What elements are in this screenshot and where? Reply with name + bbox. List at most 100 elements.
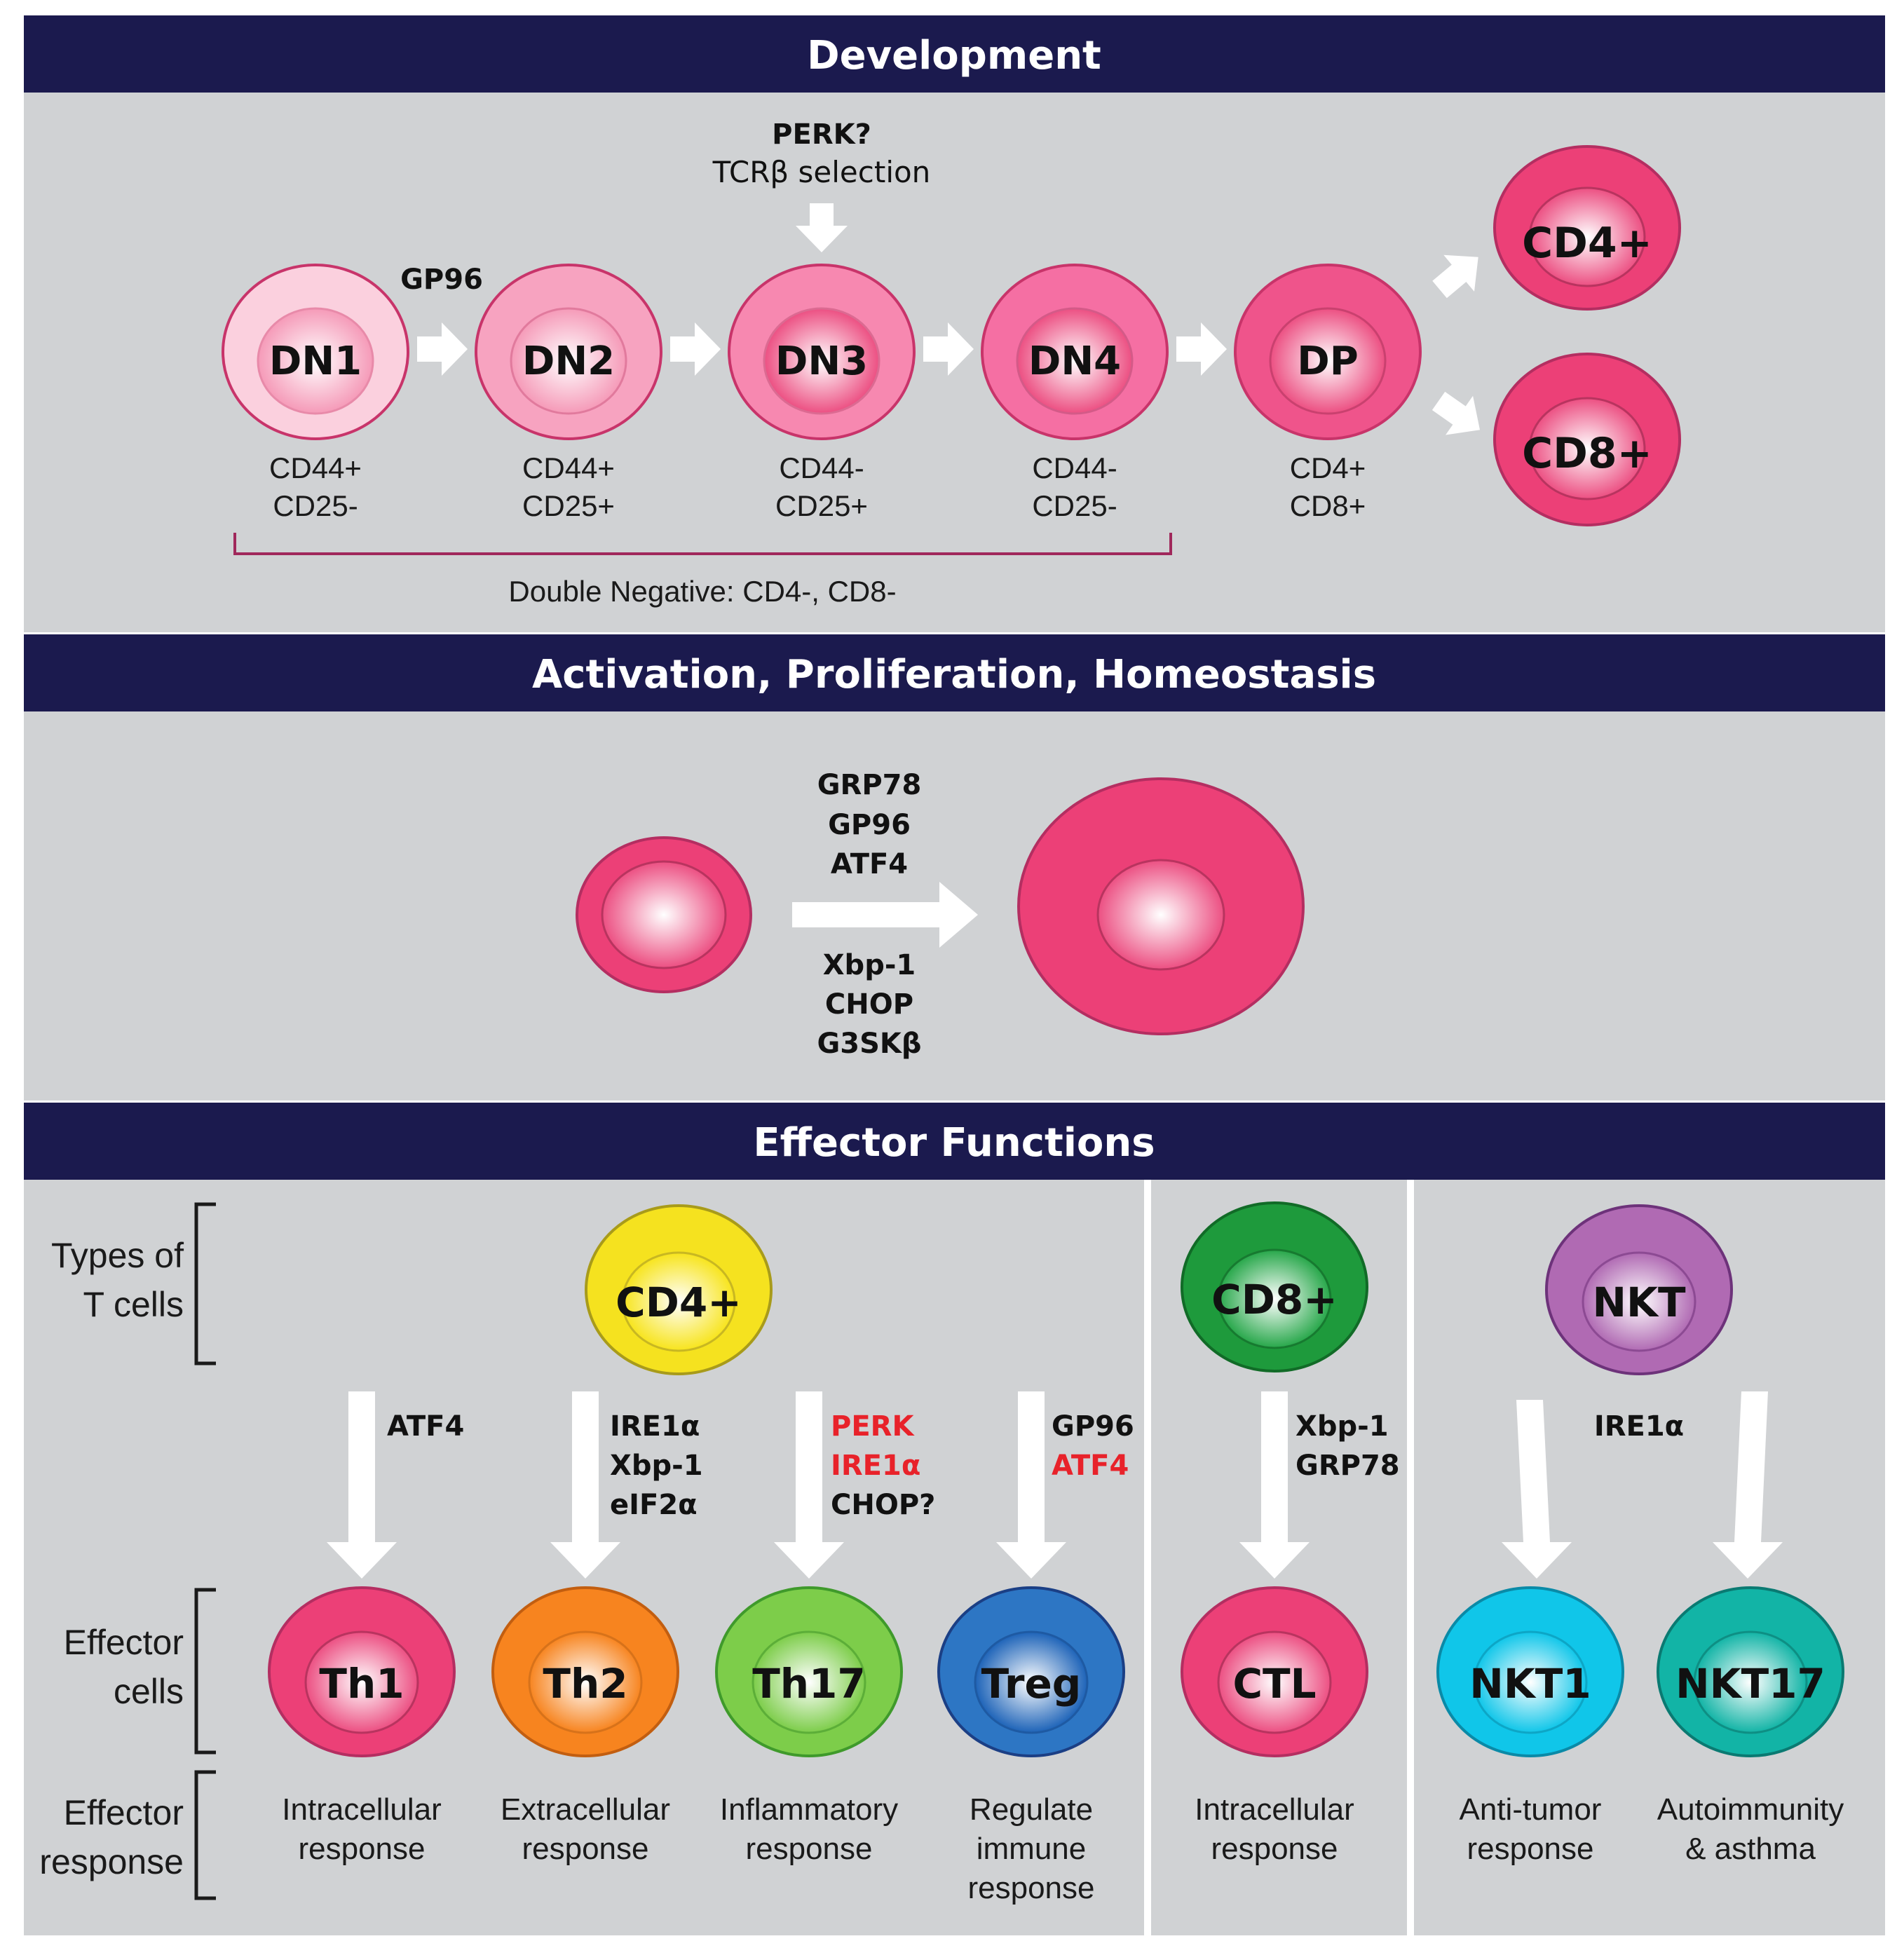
arrow-down-icon [796, 203, 848, 252]
response-text: response [298, 1832, 425, 1866]
dev-cell-dp: DP [1234, 264, 1422, 440]
cells-bracket [194, 1588, 216, 1755]
factor-text: CHOP [825, 988, 913, 1021]
arrow-down-icon [1502, 1400, 1572, 1579]
response-text: response [745, 1832, 872, 1866]
effector-response-label: response [39, 1842, 184, 1881]
double-negative-label: Double Negative: CD4-, CD8- [508, 575, 896, 608]
factor-text: Xbp-1 [1296, 1410, 1389, 1443]
effector-cell-treg: Treg [937, 1586, 1125, 1757]
effector-responses: Intracellular response Extracellular res… [282, 1792, 1844, 1905]
cell-label: NKT1 [1469, 1660, 1591, 1708]
effector-cells-label: cells [114, 1672, 184, 1711]
dev-cell-label: DP [1297, 339, 1359, 384]
arrow-down-icon [327, 1391, 397, 1579]
arrow-right-icon [670, 322, 721, 376]
cell-label: Th17 [752, 1660, 866, 1708]
cell-label: Th2 [543, 1660, 627, 1708]
arrow-down-icon [996, 1391, 1066, 1579]
development-title: Development [807, 33, 1101, 79]
marker-text: CD44- [779, 451, 864, 484]
parent-cell-cd8: CD8+ [1181, 1201, 1368, 1372]
arrow-right-icon [1176, 322, 1227, 376]
response-text: Intracellular [282, 1792, 441, 1827]
factor-text: GRP78 [1296, 1450, 1400, 1482]
small-t-cell [576, 836, 752, 993]
dev-cell-dn1: DN1 [222, 264, 409, 440]
arrow-down-icon [774, 1391, 844, 1579]
effector-divider-1 [1144, 1180, 1151, 1935]
dev-cell-label: CD8+ [1522, 429, 1652, 478]
arrow-right-icon [417, 322, 468, 376]
response-bracket [194, 1770, 216, 1900]
effector-cells-label: Effector [64, 1623, 184, 1662]
factor-text: IRE1α [831, 1450, 920, 1482]
response-text: Autoimmunity [1657, 1792, 1844, 1827]
parent-cell-cd4: CD4+ [585, 1204, 773, 1375]
arrow-down-icon [1713, 1391, 1783, 1579]
factor-text: eIF2α [610, 1489, 698, 1521]
parent-cell-nkt: NKT [1545, 1204, 1733, 1375]
marker-text: CD44+ [269, 451, 362, 484]
marker-text: CD4+ [1290, 451, 1366, 484]
development-header [24, 15, 1885, 93]
response-text: Regulate [970, 1792, 1093, 1827]
branch-factors: ATF4 IRE1α Xbp-1 eIF2α PERK IRE1α CHOP? … [387, 1410, 1684, 1521]
arrow-down-icon [550, 1391, 620, 1579]
marker-text: CD25- [1032, 489, 1117, 522]
arrow-down-icon [1239, 1391, 1310, 1579]
activation-header [24, 634, 1885, 711]
large-t-cell [1017, 777, 1305, 1035]
response-text: Extracellular [501, 1792, 670, 1827]
factor-text: ATF4 [1052, 1450, 1129, 1482]
dev-cell-cd8: CD8+ [1493, 353, 1681, 526]
double-negative-bracket [233, 533, 1172, 555]
arrow-right-icon [923, 322, 974, 376]
cell-label: NKT17 [1675, 1660, 1825, 1708]
marker-text: CD8+ [1290, 489, 1366, 522]
response-text: Inflammatory [720, 1792, 898, 1827]
effector-cell-th1: Th1 [268, 1586, 456, 1757]
response-text: Intracellular [1195, 1792, 1354, 1827]
factor-text: G3SKβ [817, 1028, 921, 1060]
types-label: T cells [83, 1285, 184, 1324]
arrow-up-right-icon [1432, 254, 1478, 299]
effector-cell-th2: Th2 [491, 1586, 679, 1757]
gp96-label: GP96 [400, 264, 483, 296]
effector-cell-nkt1: NKT1 [1436, 1586, 1624, 1757]
factor-text: GP96 [1052, 1410, 1134, 1443]
response-text: response [1211, 1832, 1338, 1866]
dev-cell-label: DN3 [775, 339, 868, 384]
types-bracket [194, 1202, 216, 1365]
response-text: response [1467, 1832, 1593, 1866]
marker-text: CD44+ [522, 451, 615, 484]
dev-cell-dn2: DN2 [475, 264, 662, 440]
dev-cell-dn3: DN3 [728, 264, 916, 440]
effector-cell-nkt17: NKT17 [1657, 1586, 1844, 1757]
dev-cell-cd4: CD4+ [1493, 145, 1681, 311]
cell-label: CD4+ [616, 1279, 742, 1326]
arrow-right-icon [792, 882, 978, 948]
factor-text: PERK [831, 1410, 915, 1443]
marker-text: CD25- [273, 489, 358, 522]
activation-factors: GRP78 GP96 ATF4 Xbp-1 CHOP G3SKβ [817, 769, 921, 1060]
cell-label: CD8+ [1211, 1276, 1338, 1323]
cell-label: CTL [1232, 1660, 1316, 1708]
factor-text: Xbp-1 [823, 949, 916, 981]
factor-text: GP96 [828, 809, 911, 841]
perk-label: PERK? [772, 118, 871, 151]
cell-label: NKT [1592, 1279, 1685, 1326]
factor-text: CHOP? [831, 1489, 935, 1521]
dev-cell-label: DN1 [269, 339, 362, 384]
response-text: response [967, 1871, 1094, 1905]
arrow-down-right-icon [1432, 391, 1481, 435]
dev-cell-dn4: DN4 [981, 264, 1169, 440]
marker-text: CD44- [1032, 451, 1117, 484]
response-text: immune [977, 1832, 1087, 1866]
effector-divider-2 [1407, 1180, 1414, 1935]
dev-arrows [417, 203, 1481, 435]
cell-label: Treg [981, 1660, 1082, 1708]
effector-response-label: Effector [64, 1793, 184, 1832]
